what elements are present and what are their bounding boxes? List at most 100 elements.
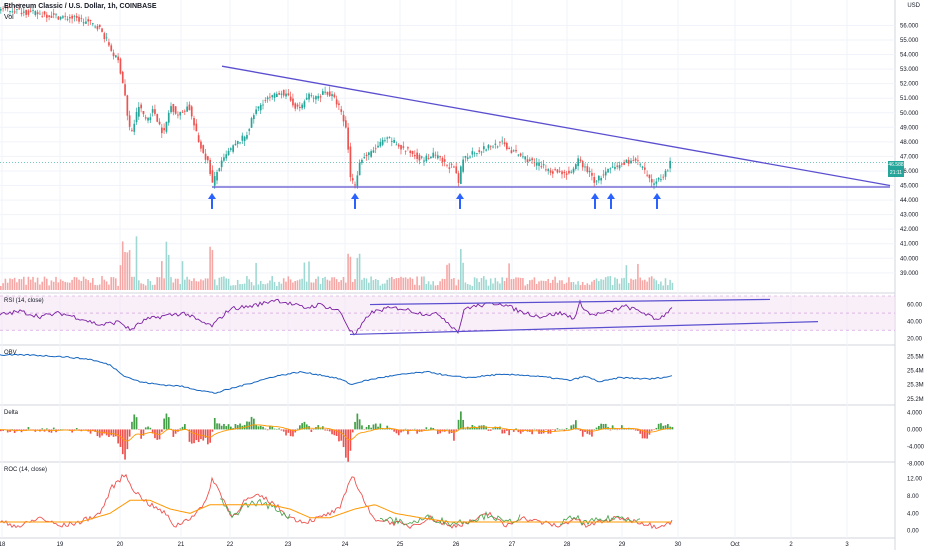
delta-bar [29,429,32,430]
volume-bar [639,277,641,290]
volume-bar [616,278,618,290]
volume-bar [140,283,142,290]
delta-bar [259,425,262,430]
volume-bar [197,281,200,290]
delta-bar [266,429,269,431]
volume-bar [50,280,53,290]
volume-label: Vol [4,14,14,21]
delta-bar [181,426,184,430]
candle-body [82,22,85,24]
candle-body [128,115,131,127]
date-tick-label: 18 [0,542,6,548]
volume-bar [48,285,50,290]
delta-bar [147,426,149,430]
volume-bar [572,282,575,290]
volume-bar [92,278,94,290]
volume-bar [305,281,308,290]
candle-body [197,135,200,143]
volume-bar [126,252,129,290]
candle-body [372,150,375,153]
candle-body [85,21,87,24]
volume-bar [347,253,349,290]
candle-body [232,145,234,152]
volume-bar [57,282,60,290]
price-tick-label: 44.000 [900,198,919,204]
price-tick-label: 46.000 [900,169,919,175]
candle-body [315,96,317,100]
delta-bar [347,429,349,462]
delta-bar [611,425,614,430]
candle-body [174,106,177,114]
volume-bar [71,279,73,290]
candle-body [535,162,538,166]
candle-body [78,16,80,22]
candle-body [108,42,110,46]
delta-bar [195,429,198,441]
rsi-tick-label: 40.00 [907,320,923,326]
volume-bar [565,282,568,290]
volume-bar [55,276,57,290]
rsi-line [0,298,673,336]
candle-body [236,140,239,145]
candle-body [167,112,170,123]
candle-body [41,15,44,17]
candle-body [285,93,287,97]
candle-body [126,95,129,116]
candle-body [11,11,14,13]
volume-bar [531,279,533,290]
candle-body [478,150,481,152]
volume-bar [101,276,103,290]
delta-bar [13,429,16,433]
delta-bar [414,428,416,430]
delta-bar [161,429,163,432]
volume-bar [483,276,485,290]
candle-body [4,6,7,8]
volume-bar [121,241,124,290]
roc-tick-label: 12.00 [907,477,923,483]
candle-body [586,166,589,172]
delta-bar [167,417,170,430]
candle-body [230,148,232,150]
delta-bar [660,423,662,430]
volume-bar [328,280,331,290]
delta-bar [172,429,175,437]
delta-bar [563,429,566,432]
delta-bar [655,427,658,430]
volume-bar [549,283,552,290]
delta-bar [57,429,60,430]
delta-bar [301,423,303,430]
price-tick-label: 55.000 [900,38,919,44]
candle-body [110,45,113,51]
delta-bar [257,426,260,430]
volume-bar [384,283,386,290]
delta-bar [46,428,48,430]
roc-tick-label: 4.00 [907,511,919,517]
candle-body [522,156,524,158]
candle-body [439,156,441,158]
volume-bar [188,279,191,290]
delta-bar [391,429,393,431]
volume-bar [650,276,653,290]
volume-bar [402,277,405,290]
volume-bar [381,283,384,290]
volume-bar [243,283,246,290]
candle-body [165,121,168,132]
delta-bar [460,411,462,430]
volume-bar [78,279,80,290]
delta-bar [41,428,44,430]
volume-bar [308,261,310,290]
candle-body [335,99,338,105]
delta-bar [600,423,602,430]
volume-bar [434,285,437,290]
delta-bar [202,429,205,441]
volume-bar [163,278,165,290]
candle-body [163,128,165,131]
roc-green-line [559,514,641,526]
volume-bar [52,281,55,290]
candle-body [616,165,619,167]
roc-line [0,473,673,530]
candle-body [184,110,186,112]
candle-body [266,97,269,100]
volume-bar [266,283,269,290]
volume-bar [637,263,639,290]
